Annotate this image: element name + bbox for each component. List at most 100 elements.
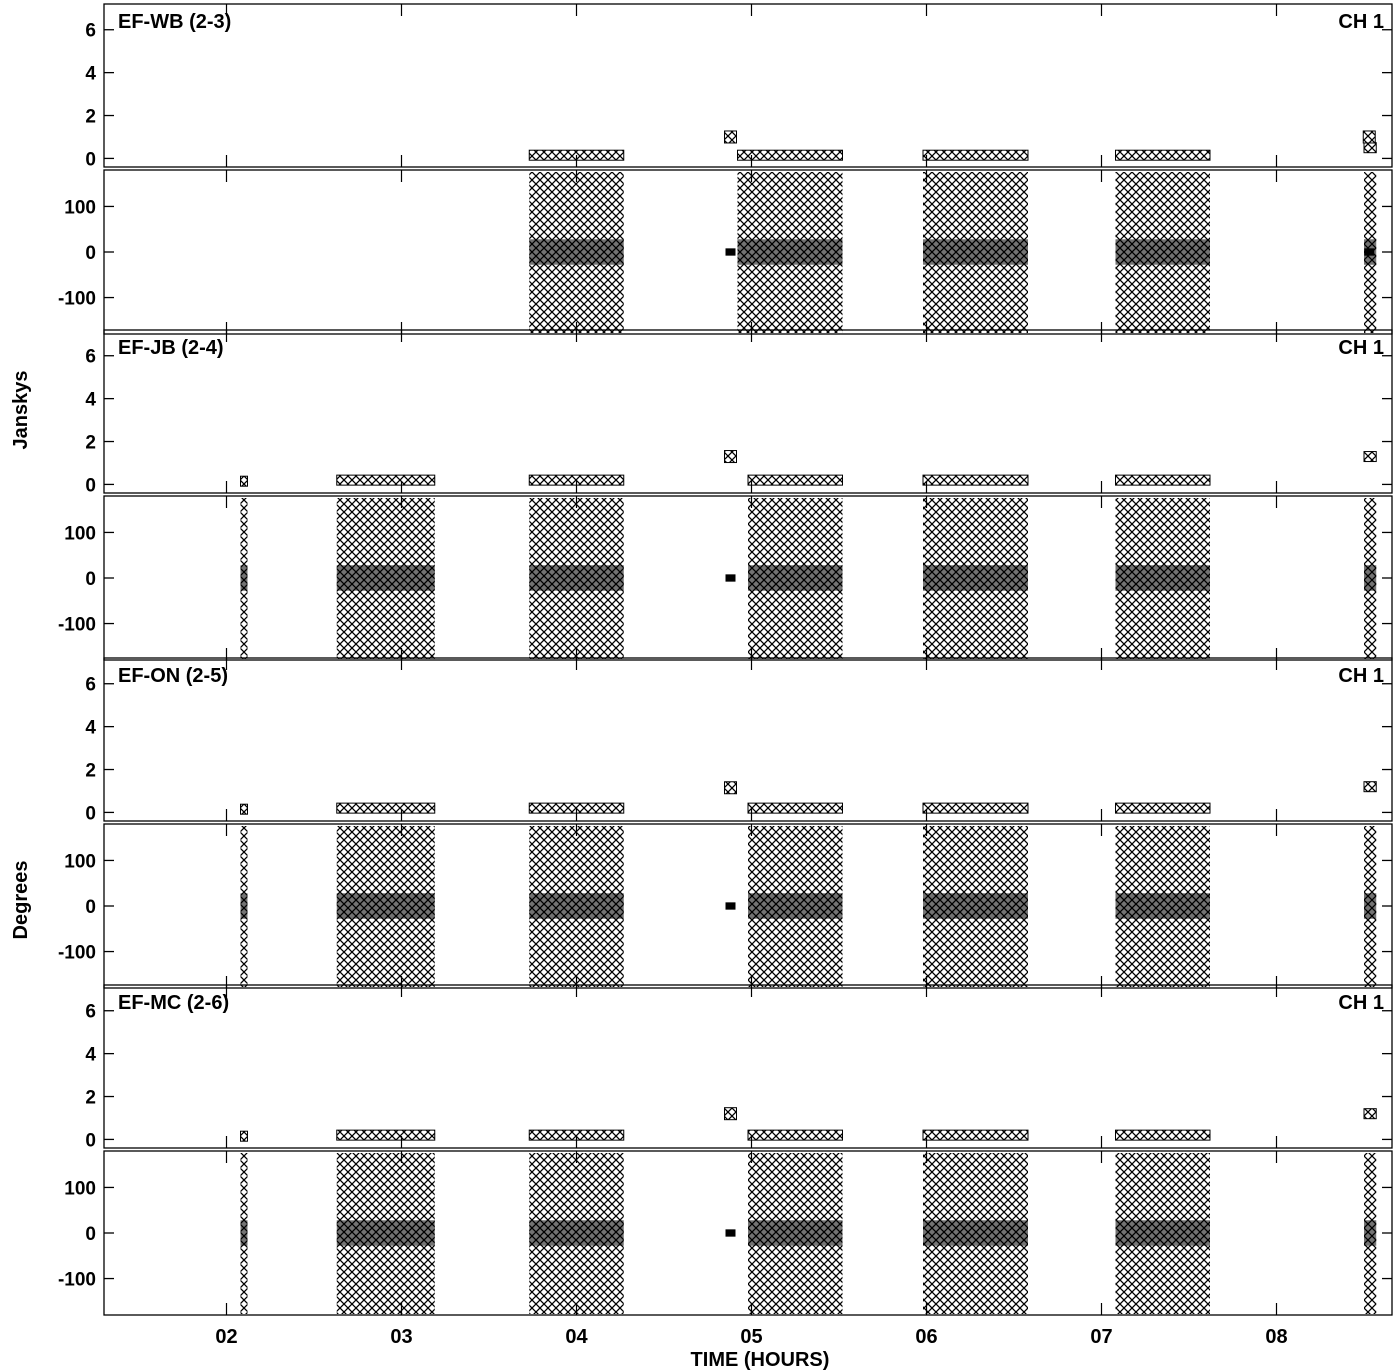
amplitude-scan-bar [922, 149, 1029, 161]
phase-dense-band [529, 565, 624, 591]
channel-label: CH 1 [1338, 992, 1384, 1014]
phase-spike-point [725, 902, 736, 910]
phase-dense-band [1115, 565, 1210, 591]
amplitude-scan-bar [1115, 149, 1211, 161]
phase-tick-label: -100 [58, 1270, 96, 1291]
amplitude-scan-bar [1115, 1129, 1211, 1141]
phase-dense-band [923, 893, 1028, 919]
amp-tick-label: 4 [85, 64, 96, 85]
phase-dense-band [1115, 239, 1210, 265]
amp-tick-label: 4 [85, 718, 96, 739]
amp-tick-label: 2 [85, 761, 96, 782]
amp-tick-label: 2 [85, 433, 96, 454]
amplitude-scan-bar [747, 1129, 843, 1141]
phase-tick-label: 0 [85, 1224, 96, 1245]
amplitude-scan-bar [747, 802, 843, 814]
x-tick-label: 07 [1090, 1326, 1112, 1348]
phase-tick-label: 0 [85, 569, 96, 590]
phase-dense-band [923, 1220, 1028, 1246]
phase-dense-band [1115, 893, 1210, 919]
phase-dense-band [748, 893, 843, 919]
phase-dense-band [240, 893, 248, 919]
amplitude-scan-bar [336, 1129, 436, 1141]
x-axis-label: TIME (HOURS) [691, 1349, 830, 1371]
phase-tick-label: -100 [58, 615, 96, 636]
amp-tick-label: 0 [85, 475, 96, 496]
phase-dense-band [1115, 1220, 1210, 1246]
phase-tick-label: 100 [64, 197, 96, 218]
panel-2: 6 4 2 0 100 0 -100 EF-JB (2-4) CH 1 [58, 329, 1393, 661]
amp-tick-label: 6 [85, 1002, 96, 1023]
x-tick-label: 03 [390, 1326, 412, 1348]
phase-dense-band [1364, 1220, 1377, 1246]
channel-label: CH 1 [1338, 337, 1384, 359]
phase-tick-label: -100 [58, 943, 96, 964]
amplitude-frame [103, 657, 1393, 822]
amplitude-scan-bar [922, 1129, 1029, 1141]
phase-dense-band [748, 565, 843, 591]
amplitude-scan-bar [1363, 1108, 1377, 1120]
panel-3: 6 4 2 0 100 0 -100 EF-ON (2-5) CH 1 [58, 657, 1393, 989]
phase-tick-label: 100 [64, 523, 96, 544]
x-tick-label: 04 [565, 1326, 588, 1348]
amplitude-scan-bar [1363, 451, 1377, 463]
baseline-label: EF-WB (2-3) [118, 11, 231, 33]
phase-dense-band [336, 893, 435, 919]
amplitude-scan-bar [240, 1130, 248, 1142]
phase-spike-point [725, 1229, 736, 1237]
amplitude-scan-bar [1363, 142, 1377, 154]
phase-spike-point [725, 574, 736, 582]
channel-label: CH 1 [1338, 11, 1384, 33]
amplitude-spike-point [1362, 130, 1376, 144]
phase-tick-label: 100 [64, 851, 96, 872]
channel-label: CH 1 [1338, 665, 1384, 687]
phase-dense-band [1364, 893, 1377, 919]
panel-4: 6 4 2 0 100 0 -100 EF-MC (2-6) CH 1 [58, 984, 1393, 1316]
x-tick-label: 02 [215, 1326, 237, 1348]
amp-tick-label: 6 [85, 675, 96, 696]
phase-spike-point [725, 248, 736, 256]
amp-tick-label: 0 [85, 149, 96, 170]
amplitude-spike-point [724, 130, 737, 144]
y-axis-label-degrees: Degrees [10, 861, 32, 940]
phase-dense-band [529, 1220, 624, 1246]
baseline-label: EF-MC (2-6) [118, 992, 229, 1014]
phase-dense-band [923, 239, 1028, 265]
x-tick-label: 06 [915, 1326, 937, 1348]
amplitude-scan-bar [922, 474, 1029, 486]
amp-tick-label: 0 [85, 1130, 96, 1151]
amp-tick-label: 2 [85, 1088, 96, 1109]
amplitude-frame [103, 3, 1393, 168]
phase-spike-point [1364, 248, 1375, 256]
amplitude-scan-bar [747, 474, 843, 486]
phase-dense-band [923, 565, 1028, 591]
phase-dense-band [737, 239, 843, 265]
phase-dense-band [336, 565, 435, 591]
phase-tick-label: -100 [58, 289, 96, 310]
phase-dense-band [240, 565, 248, 591]
phase-dense-band [240, 1220, 248, 1246]
baseline-label: EF-ON (2-5) [118, 665, 228, 687]
amplitude-frame [103, 329, 1393, 494]
phase-tick-label: 0 [85, 243, 96, 264]
amplitude-scan-bar [1115, 474, 1211, 486]
phase-tick-label: 0 [85, 897, 96, 918]
phase-dense-band [336, 1220, 435, 1246]
amplitude-spike-point [724, 450, 737, 464]
phase-dense-band [748, 1220, 843, 1246]
amplitude-scan-bar [737, 149, 843, 161]
amplitude-scan-bar [1363, 781, 1377, 793]
phase-dense-band [529, 893, 624, 919]
amp-tick-label: 6 [85, 21, 96, 42]
amplitude-scan-bar [336, 474, 436, 486]
amplitude-spike-point [724, 781, 737, 795]
amplitude-scan-bar [336, 802, 436, 814]
amplitude-scan-bar [240, 803, 248, 815]
x-tick-label: 05 [740, 1326, 762, 1348]
phase-dense-band [1364, 565, 1377, 591]
phase-dense-band [529, 239, 624, 265]
amplitude-scan-bar [1115, 802, 1211, 814]
phase-tick-label: 100 [64, 1178, 96, 1199]
amplitude-spike-point [724, 1107, 737, 1121]
x-tick-label: 08 [1265, 1326, 1287, 1348]
